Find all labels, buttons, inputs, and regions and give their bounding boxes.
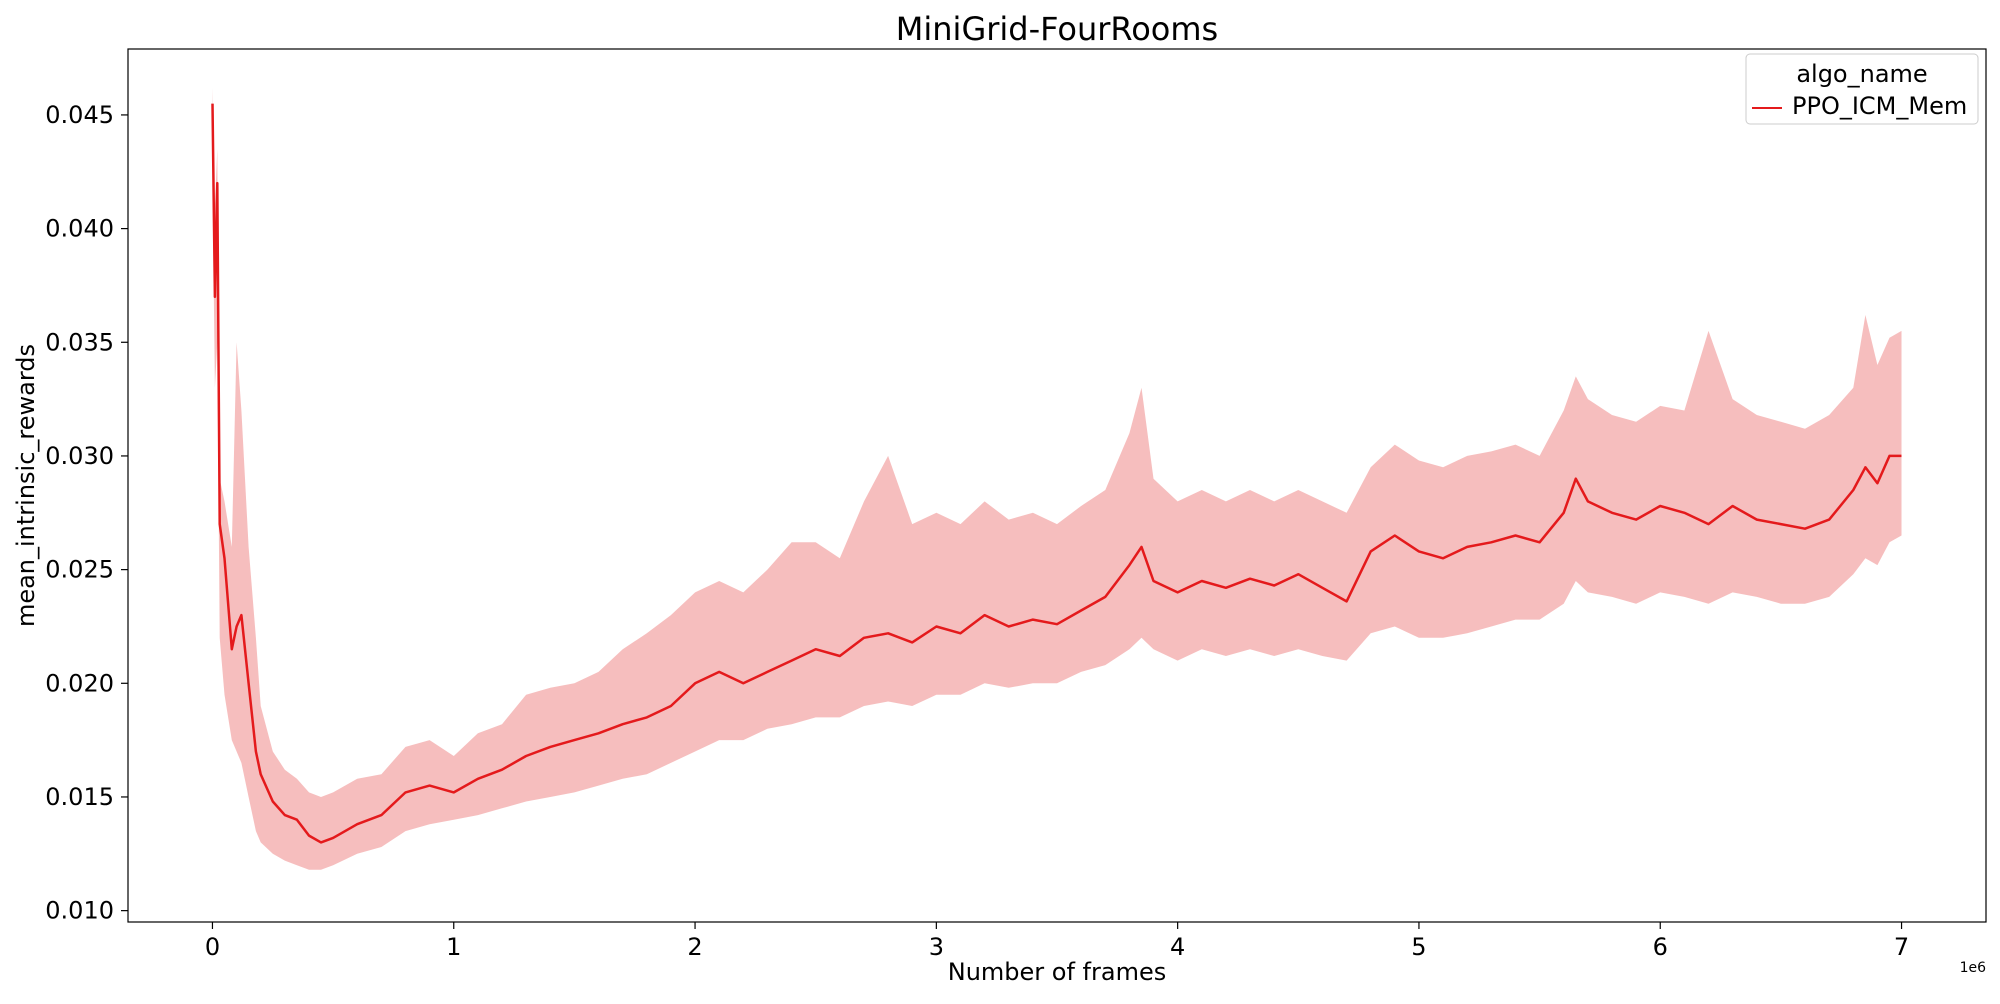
y-tick-label: 0.040 [45,215,114,243]
plot-layer [211,87,1902,870]
legend-label-ppo-icm-mem: PPO_ICM_Mem [1792,92,1967,120]
y-tick-label: 0.030 [45,442,114,470]
x-tick-label: 6 [1653,933,1668,961]
y-tick-label: 0.025 [45,556,114,584]
y-axis-label: mean_intrinsic_rewards [12,344,40,627]
x-axis-label: Number of frames [948,958,1166,986]
y-axis: 0.010 0.015 0.020 0.025 0.030 0.035 0.040 0.045 [45,101,128,925]
y-tick-label: 0.010 [45,897,114,925]
x-tick-label: 0 [205,933,220,961]
plot-frame [127,48,1987,923]
x-tick-label: 7 [1894,933,1909,961]
chart-title: MiniGrid-FourRooms [896,10,1218,48]
x-axis-offset-text: 1e6 [1960,960,1987,976]
x-tick-label: 5 [1411,933,1426,961]
legend: algo_name PPO_ICM_Mem [1745,53,1979,125]
series-group [211,87,1902,870]
y-tick-label: 0.015 [45,783,114,811]
x-tick-label: 3 [929,933,944,961]
y-tick-label: 0.045 [45,101,114,129]
legend-title: algo_name [1796,60,1927,88]
x-tick-label: 1 [446,933,461,961]
y-tick-label: 0.035 [45,328,114,356]
x-axis: 0 1 2 3 4 5 6 7 [205,922,1909,961]
x-tick-label: 4 [1170,933,1185,961]
y-tick-label: 0.020 [45,669,114,697]
confidence-band [212,87,1902,870]
x-tick-label: 2 [687,933,702,961]
series-line [211,103,1902,844]
legend-box [1745,53,1979,125]
